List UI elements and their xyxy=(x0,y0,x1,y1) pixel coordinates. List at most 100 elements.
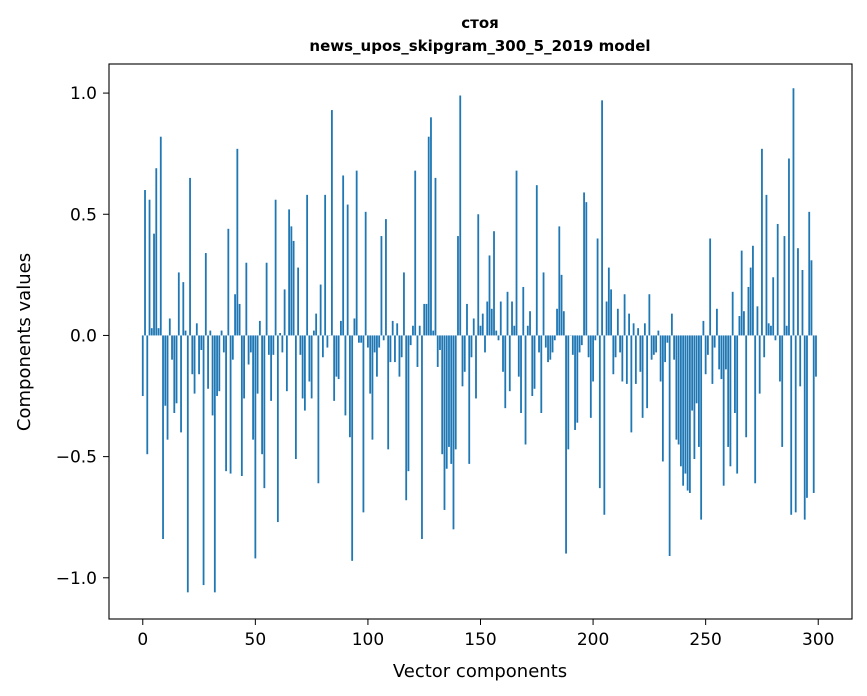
bar xyxy=(155,168,158,336)
bar xyxy=(553,335,556,341)
bar xyxy=(646,335,649,409)
bar xyxy=(340,320,342,336)
bar xyxy=(758,335,761,394)
bar xyxy=(261,335,263,455)
bar xyxy=(367,335,369,348)
bar xyxy=(806,335,808,498)
bar xyxy=(301,335,304,399)
bar xyxy=(479,325,482,336)
bar xyxy=(524,335,527,445)
bar xyxy=(797,248,799,336)
bar xyxy=(815,335,817,377)
bar xyxy=(560,274,563,336)
bar xyxy=(423,303,426,336)
bar xyxy=(306,194,309,336)
bar xyxy=(351,335,354,561)
bar xyxy=(718,335,721,370)
bar xyxy=(736,335,739,474)
bar xyxy=(303,335,306,411)
bar xyxy=(664,335,667,363)
bar xyxy=(754,335,757,484)
bar xyxy=(389,335,392,363)
bar xyxy=(146,335,149,455)
bar xyxy=(567,335,570,450)
bar xyxy=(803,335,806,520)
bar xyxy=(603,335,606,515)
y-tick-label: −0.5 xyxy=(56,448,97,468)
bar xyxy=(398,335,401,377)
bar xyxy=(240,335,243,477)
bar xyxy=(441,335,444,455)
bar xyxy=(776,223,779,336)
bar xyxy=(810,260,813,336)
bar xyxy=(252,335,254,440)
bar xyxy=(801,270,804,336)
bar xyxy=(511,301,513,336)
bar xyxy=(373,335,376,353)
bar xyxy=(385,219,387,336)
bar xyxy=(666,335,669,343)
chart-title: стоя xyxy=(461,14,499,32)
bar xyxy=(243,335,245,399)
bar xyxy=(362,335,365,513)
bar xyxy=(713,335,716,348)
bar xyxy=(630,335,633,433)
bar xyxy=(693,335,696,460)
bar xyxy=(358,335,360,343)
bar xyxy=(677,335,680,445)
bar xyxy=(234,294,236,336)
bar xyxy=(272,335,275,355)
bar xyxy=(321,335,324,358)
bar xyxy=(254,335,257,559)
bar xyxy=(279,333,282,336)
bar xyxy=(812,335,815,493)
bar xyxy=(403,272,405,336)
bar xyxy=(193,335,196,394)
bar xyxy=(333,335,336,401)
bar xyxy=(488,255,491,336)
bar xyxy=(648,294,651,336)
bar xyxy=(517,335,520,377)
bar xyxy=(331,110,333,336)
x-tick-label: 150 xyxy=(464,630,496,650)
bar xyxy=(605,301,608,336)
bar xyxy=(452,335,455,530)
bar xyxy=(378,335,381,348)
bar xyxy=(267,335,270,355)
bar xyxy=(207,335,209,389)
bar xyxy=(484,335,486,353)
y-axis-ticks: −1.0 −0.5 0.0 0.5 1.0 xyxy=(56,84,109,589)
bar xyxy=(707,335,709,355)
bar xyxy=(497,335,500,341)
bar xyxy=(522,286,525,336)
bar xyxy=(412,325,414,336)
bar xyxy=(153,233,155,336)
bar xyxy=(619,335,621,353)
bar xyxy=(686,335,689,491)
bar xyxy=(445,335,448,469)
bar xyxy=(229,335,232,474)
bar xyxy=(236,148,239,336)
x-tick-label: 100 xyxy=(352,630,384,650)
bar xyxy=(526,325,529,336)
bar xyxy=(668,335,671,556)
bar xyxy=(227,228,230,336)
bar xyxy=(562,311,565,336)
bar xyxy=(508,335,511,392)
bar xyxy=(772,277,775,336)
bar xyxy=(371,335,374,440)
bar xyxy=(175,335,178,404)
bar xyxy=(150,328,153,336)
bar xyxy=(486,301,489,336)
bar xyxy=(670,313,673,336)
bar xyxy=(443,335,446,510)
bar xyxy=(594,335,597,341)
bar xyxy=(628,313,630,336)
bar xyxy=(659,335,662,382)
bar xyxy=(761,148,763,336)
x-tick-label: 200 xyxy=(577,630,609,650)
bar xyxy=(364,211,367,336)
bar xyxy=(324,194,327,336)
bar xyxy=(763,335,766,358)
bar xyxy=(574,335,576,430)
